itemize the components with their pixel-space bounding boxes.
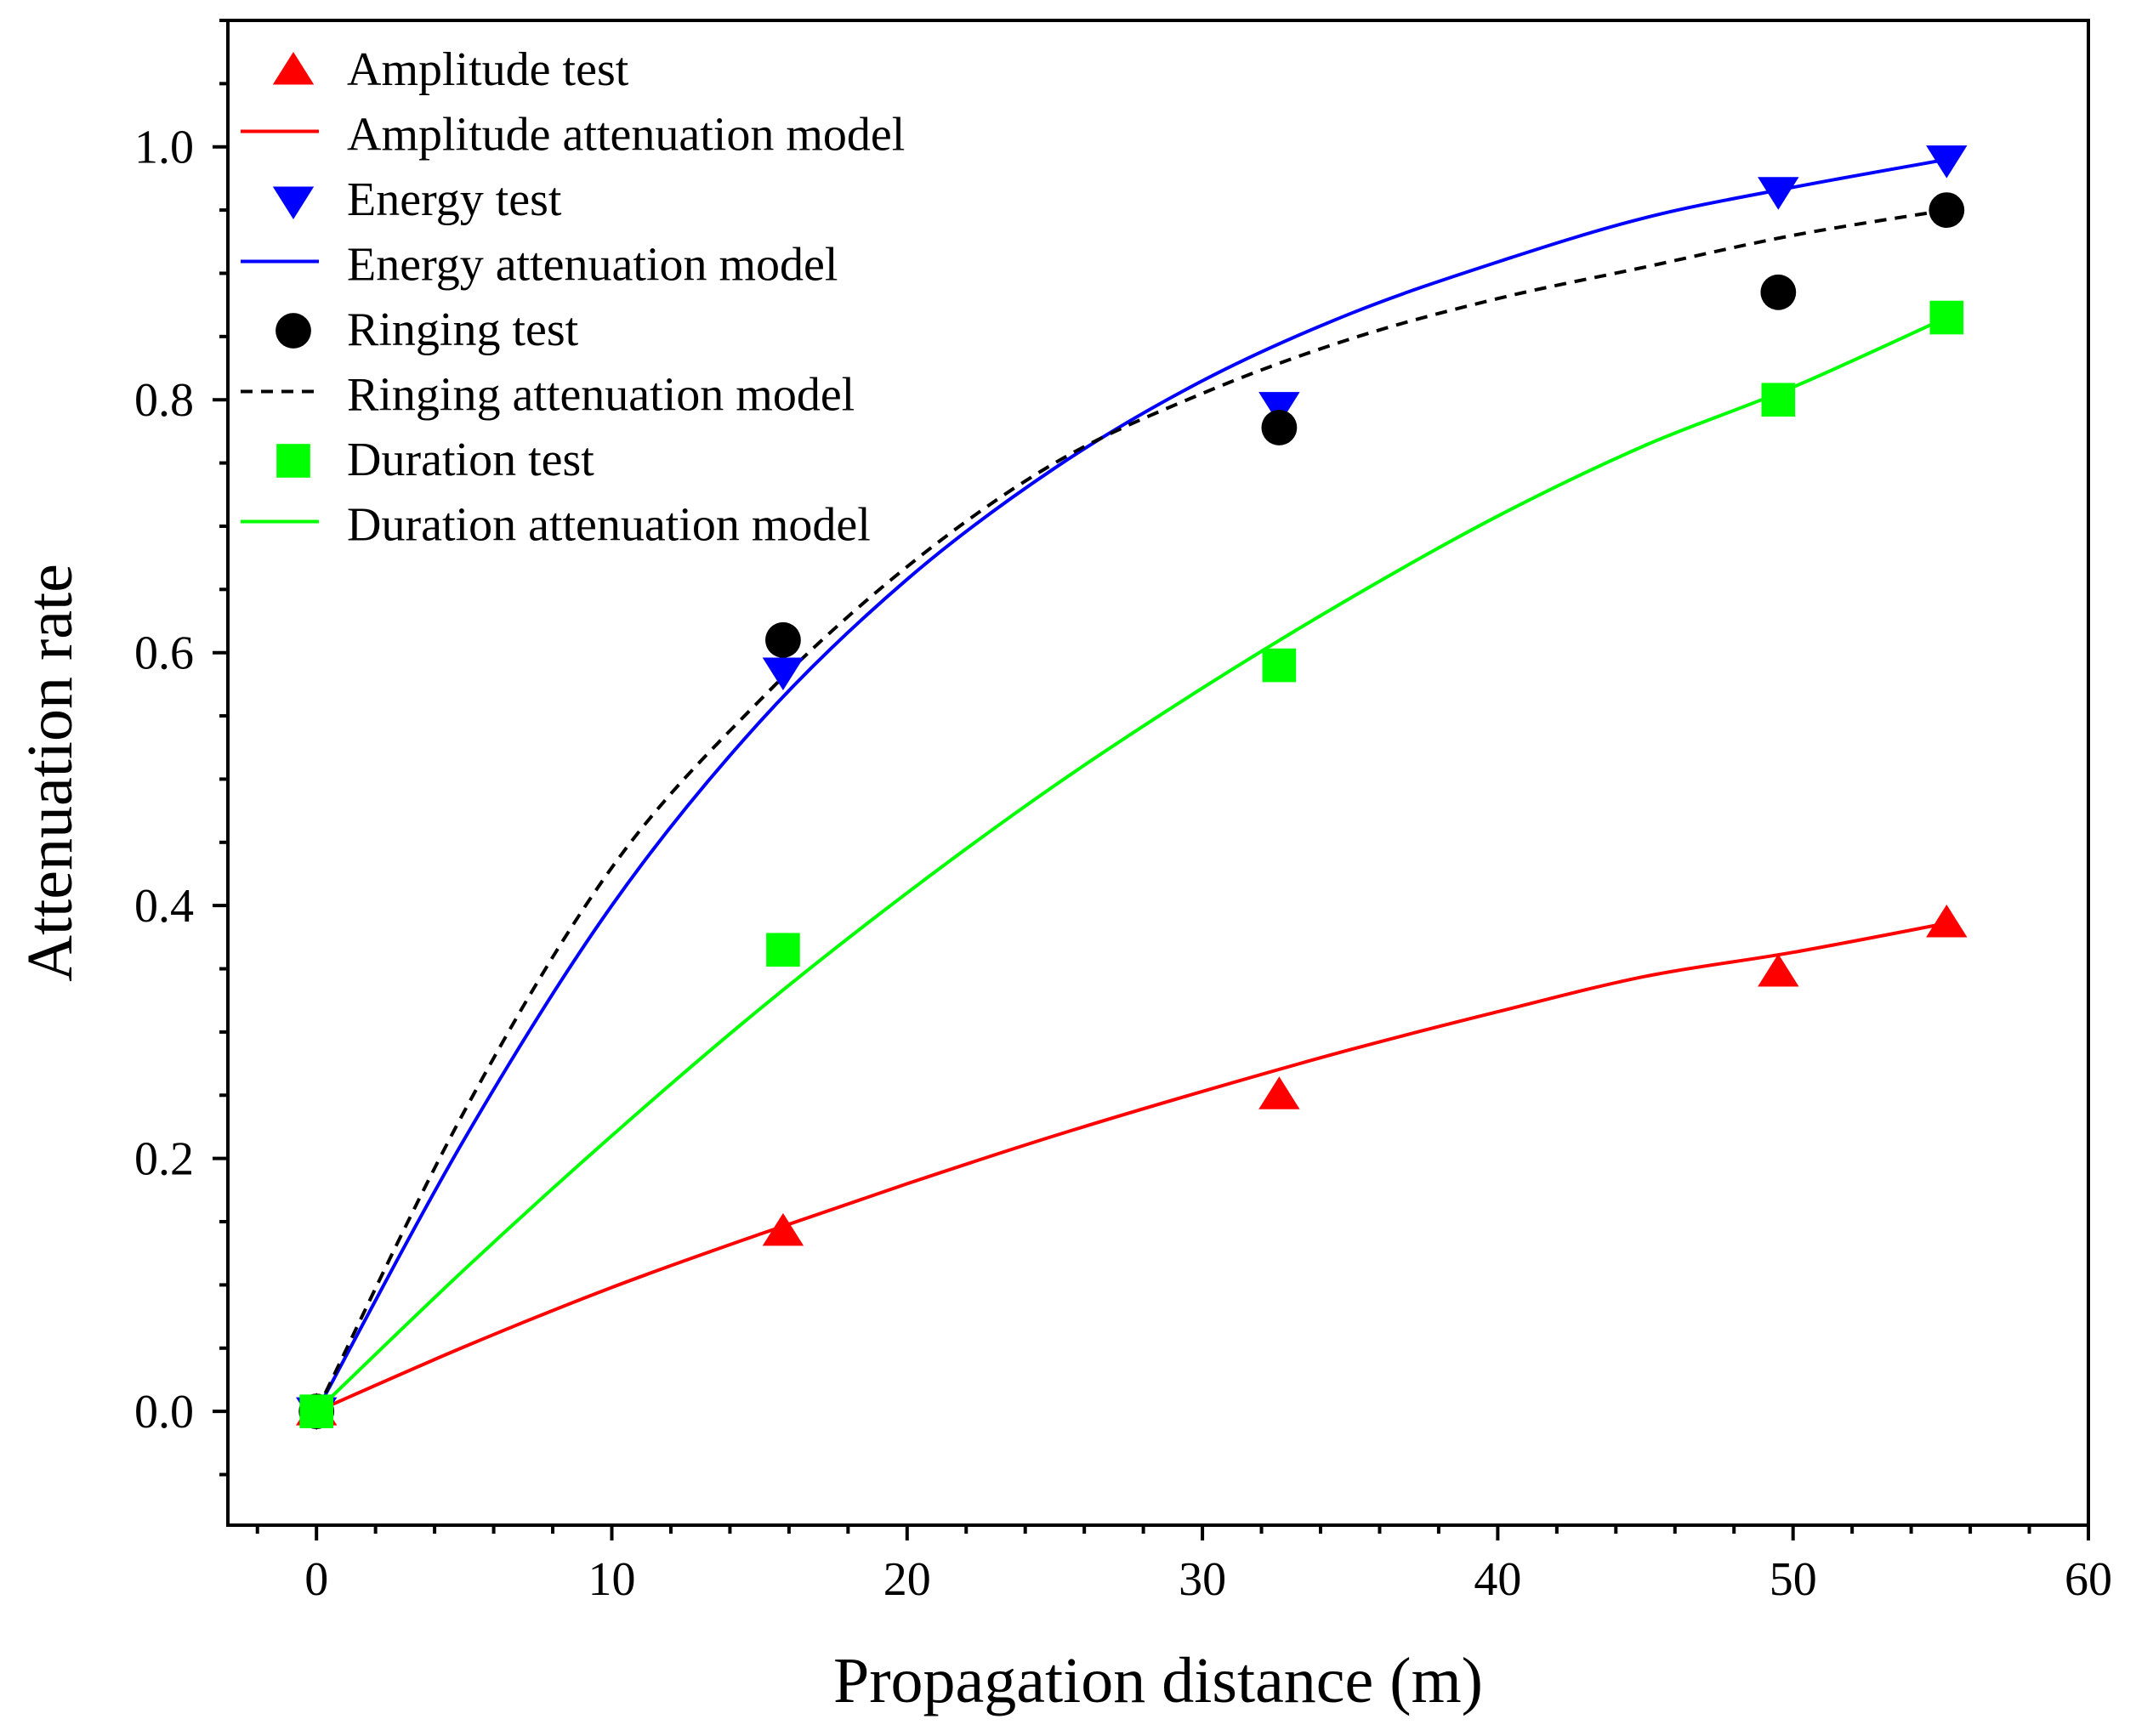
y-tick-label: 0.0 xyxy=(134,1386,194,1438)
data-point xyxy=(1262,648,1297,683)
data-point xyxy=(1758,177,1799,210)
series-line xyxy=(315,922,1947,1413)
data-point xyxy=(1926,905,1968,938)
data-point xyxy=(1760,274,1797,310)
y-tick-label: 0.4 xyxy=(134,880,194,933)
x-axis-ticks: 0 10 20 30 40 50 60 xyxy=(255,1525,2112,1606)
legend-label: Energy attenuation model xyxy=(347,239,838,292)
x-axis-title: Propagation distance (m) xyxy=(833,1645,1483,1716)
x-tick-label: 60 xyxy=(2065,1553,2112,1606)
data-point xyxy=(762,1212,804,1246)
x-tick-label: 10 xyxy=(588,1553,635,1606)
legend: Amplitude test Amplitude attenuation mode… xyxy=(241,43,905,552)
series-line xyxy=(315,157,1947,1413)
series-line xyxy=(315,315,1948,1413)
legend-label: Amplitude attenuation model xyxy=(347,109,905,162)
y-axis-ticks: 0.0 0.2 0.4 0.6 0.8 1.0 xyxy=(134,19,228,1477)
data-point xyxy=(1929,192,1965,229)
legend-label: Ringing test xyxy=(347,304,579,356)
legend-label: Duration attenuation model xyxy=(347,499,871,552)
x-tick-label: 40 xyxy=(1474,1553,1521,1606)
series-layer xyxy=(295,145,1968,1431)
legend-label: Energy test xyxy=(347,173,562,226)
x-tick-label: 50 xyxy=(1770,1553,1817,1606)
y-tick-label: 0.6 xyxy=(134,627,194,680)
y-axis-title: Attenuation rate xyxy=(14,564,86,982)
data-point xyxy=(1761,383,1796,417)
data-point xyxy=(1261,410,1298,445)
data-point xyxy=(1926,145,1968,179)
legend-label: Amplitude test xyxy=(347,43,629,96)
data-point xyxy=(766,933,800,967)
y-tick-label: 0.2 xyxy=(134,1133,194,1186)
x-tick-label: 0 xyxy=(304,1553,328,1606)
series-line xyxy=(315,208,1947,1413)
y-tick-label: 0.8 xyxy=(134,374,194,427)
data-point xyxy=(1258,1076,1300,1109)
legend-label: Duration test xyxy=(347,434,594,486)
legend-marker xyxy=(276,444,310,478)
legend-marker xyxy=(272,186,315,219)
data-point xyxy=(1758,954,1799,987)
legend-marker xyxy=(276,313,311,349)
x-tick-label: 30 xyxy=(1179,1553,1226,1606)
data-point xyxy=(1929,300,1964,335)
legend-label: Ringing attenuation model xyxy=(347,369,855,422)
data-point xyxy=(299,1394,333,1428)
data-point xyxy=(762,657,804,691)
plot-frame xyxy=(226,19,2090,1527)
legend-marker xyxy=(272,52,315,85)
x-tick-label: 20 xyxy=(883,1553,931,1606)
y-tick-label: 1.0 xyxy=(134,122,194,174)
data-point xyxy=(765,621,801,658)
data-point xyxy=(1258,392,1300,425)
